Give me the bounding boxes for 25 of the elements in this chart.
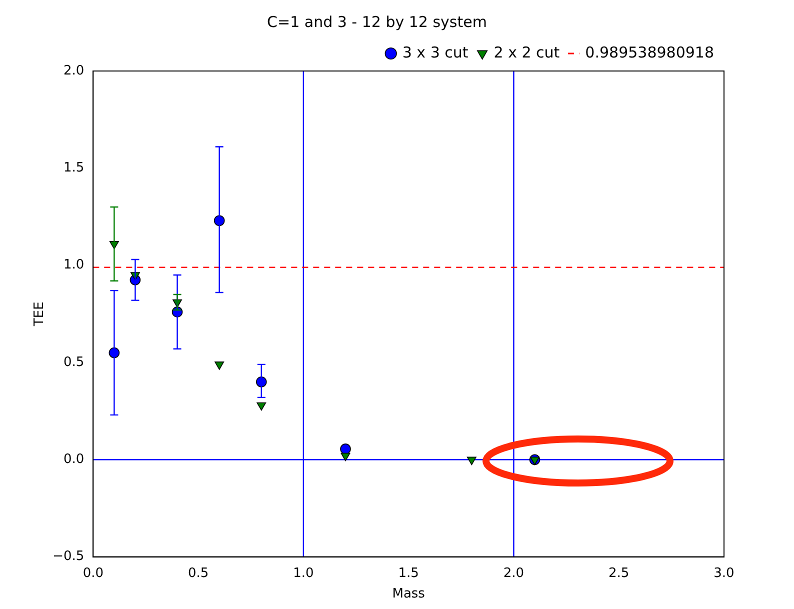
point	[530, 456, 540, 466]
point	[214, 362, 224, 370]
x-axis-title: Mass	[392, 586, 426, 602]
y-tick-label: 2.0	[63, 63, 84, 78]
chart-title: C=1 and 3 - 12 by 12 system	[267, 12, 487, 31]
point	[256, 402, 266, 411]
point	[340, 452, 350, 462]
legend-label: 2 x 2 cut	[494, 43, 560, 62]
x-tick-label: 2.5	[608, 566, 630, 581]
x-tick-label: 1.0	[293, 566, 314, 581]
x-tick-label: 0.5	[188, 566, 209, 581]
y-tick-label: 1.5	[63, 160, 84, 176]
x-tick-label: 1.5	[398, 566, 419, 581]
x-tick-label: 0.0	[82, 566, 104, 581]
x-tick-label: 2.0	[503, 566, 524, 581]
y-axis-title: TEE	[32, 302, 48, 328]
legend-label: 0.989538980918	[585, 43, 714, 62]
legend-label: 3 x 3 cut	[402, 43, 468, 62]
y-tick-label: −0.5	[52, 549, 84, 564]
point	[466, 456, 476, 466]
point	[340, 444, 351, 454]
y-tick-label: 0.5	[63, 354, 84, 370]
y-tick-label: 0.0	[63, 452, 84, 468]
y-tick-label: 1.0	[63, 258, 84, 273]
x-tick-label: 3.0	[714, 566, 734, 581]
